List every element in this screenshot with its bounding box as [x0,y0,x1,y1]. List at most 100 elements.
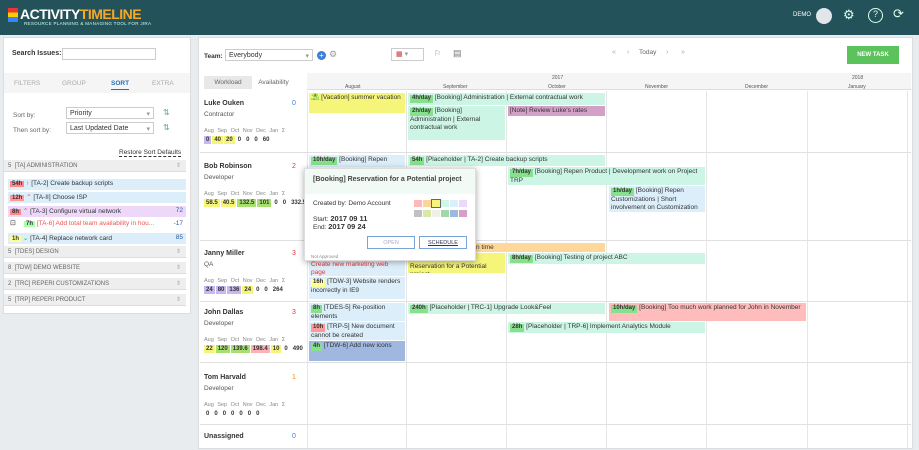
grid-calendar-icon[interactable]: ▤ [453,48,462,58]
color-swatch[interactable] [414,210,422,217]
event-booking[interactable]: 7h/day [Booking] Repen Product | Develop… [508,167,705,185]
refresh-icon[interactable]: ⟳ [893,6,904,21]
color-swatch[interactable] [441,210,449,217]
schedule-button[interactable]: SCHEDULE [419,236,467,249]
summary-month-header: Aug Sep Oct Nov Dec Jan Σ [204,191,286,197]
event-issue[interactable]: 8h [TDES-5] Re-position elements [309,303,405,321]
person-role: Developer [204,174,234,181]
person-name[interactable]: Unassigned [204,433,244,440]
person-name[interactable]: Bob Robinson [204,163,252,170]
summary-month-header: Aug Sep Oct Nov Dec Jan Σ [204,402,286,408]
month-hours: 0 [237,137,242,143]
month-hours: 139.6 [230,345,250,353]
group-header[interactable]: 5 [TA] ADMINISTRATION ⇕ [4,160,186,172]
event-vacation[interactable]: ⛱ [Vacation] summer vacation [309,93,405,113]
user-name[interactable]: DEMO [793,12,811,18]
event-booking[interactable]: 2h/day [Booking] Administration | Extern… [408,106,505,140]
sort-direction-icon[interactable]: ⇅ [163,108,170,117]
event-booking[interactable]: n time [408,243,605,252]
event-booking[interactable]: 4h/day [Booking] Administration | Extern… [408,93,605,105]
avatar[interactable] [816,8,832,24]
person-issue-count[interactable]: 1 [292,374,296,381]
issue-item[interactable]: 8h ⌃ [TA-3] Configure virtual network 72 [8,206,186,217]
person-name[interactable]: Janny Miller [204,250,245,257]
nav-first-icon[interactable]: « [612,49,616,56]
color-swatch[interactable] [414,200,422,207]
person-issue-count[interactable]: 3 [292,250,296,257]
event-booking[interactable]: 10h/day [Booking] Too much work planned … [609,303,806,321]
month-label: September [443,84,468,90]
event-booking[interactable]: 8h/day [Booking] Testing of project ABC [508,253,705,264]
search-label: Search Issues: [12,50,62,57]
nav-prev-icon[interactable]: ‹ [627,49,630,56]
issue-item[interactable]: 12h ⌃ [TA-II] Choose ISP [8,192,186,203]
person-name[interactable]: John Dallas [204,309,244,316]
color-swatch[interactable] [431,199,441,208]
sort-by-select[interactable]: Priority ▾ [66,107,154,119]
app-header: ACTIVITYTIMELINE RESOURCE PLANNING & MAN… [0,0,919,35]
month-hours: 198.4 [250,345,270,353]
event-issue[interactable]: 10h [TRP-5] New document cannot be creat… [309,322,405,340]
help-icon[interactable]: ? [868,8,883,23]
color-swatch[interactable] [450,210,458,217]
calendar-dropdown[interactable]: ▦ ▾ [391,48,424,61]
person-name[interactable]: Luke Ouken [204,100,245,107]
flag-icon[interactable]: ⚐ [434,49,442,58]
person-name[interactable]: Tom Harvald [204,374,246,381]
settings-icon[interactable]: ⚙ [329,49,338,59]
event-placeholder[interactable]: 28h [Placeholder | TRP-6] Implement Anal… [508,322,705,333]
summary-values: 24 80 136 24 0 0 264 [204,286,285,294]
event-booking[interactable]: 10h/day [Booking] Repen [309,155,405,167]
color-swatch[interactable] [459,210,467,217]
tab-group[interactable]: GROUP [62,80,86,87]
gear-icon[interactable]: ⚙ [843,7,855,22]
event-issue[interactable]: 16h [TDW-3] Website renders incorrectly … [309,277,405,299]
group-header[interactable]: 5 [TRP] REPERI PRODUCT ⇕ [4,294,186,306]
nav-last-icon[interactable]: » [681,49,685,56]
tab-sort[interactable]: SORT [111,80,130,90]
restore-sort-defaults-link[interactable]: Restore Sort Defaults [119,149,182,157]
event-booking[interactable]: 1h/day [Booking] Repen Customizations | … [609,186,705,212]
add-team-icon[interactable]: + [317,51,326,60]
summary-values: 58.5 40.5 132.5 101 0 0 332.5 [204,199,308,207]
tab-filters[interactable]: FILTERS [14,80,41,87]
today-button[interactable]: Today [639,49,657,56]
color-swatch[interactable] [423,210,431,217]
then-sort-direction-icon[interactable]: ⇅ [163,123,170,132]
color-swatch[interactable] [441,200,449,207]
new-task-button[interactable]: NEW TASK [847,46,899,64]
nav-next-icon[interactable]: › [666,49,669,56]
issue-item[interactable]: 54h ↑ [TA-2] Create backup scripts [8,179,186,190]
team-select[interactable]: Everybody ▾ [225,49,313,61]
color-swatch[interactable] [459,200,467,207]
group-header[interactable]: 2 [TRC] REPERI CUSTOMIZATIONS ⇕ [4,278,186,290]
color-swatch[interactable] [432,210,440,217]
group-header[interactable]: 5 [TDES] DESIGN ⇕ [4,246,186,258]
search-input[interactable] [62,48,156,60]
issue-item[interactable]: 7h [TA-6] Add total team availability in… [22,219,186,230]
event-issue[interactable]: 4h [TDW-6] Add new icons [309,341,405,361]
color-swatch[interactable] [450,200,458,207]
person-issue-count[interactable]: 0 [292,100,296,107]
person-issue-count[interactable]: 0 [292,433,296,440]
tab-extra[interactable]: EXTRA [152,80,174,87]
row-divider [200,301,911,302]
event-placeholder[interactable]: 240h [Placeholder | TRC-1] Upgrade Look&… [408,303,605,314]
event-placeholder[interactable]: 54h [Placeholder | TA-2] Create backup s… [408,155,605,166]
month-hours: 136 [227,286,242,294]
tab-workload[interactable]: Workload [204,76,252,89]
expand-icon[interactable]: ⊡ [10,220,16,227]
color-swatch[interactable] [423,200,431,207]
timeline-header [307,73,911,90]
person-issue-count[interactable]: 2 [292,163,296,170]
event-note[interactable]: [Note] Review Luke's rates [508,106,605,116]
person-issue-count[interactable]: 3 [292,309,296,316]
group-header[interactable]: 8 [TDW] DEMO WEBSITE ⇕ [4,262,186,274]
month-hours: 0 [274,200,278,206]
summary-values: 22 120 139.6 198.4 10 0 490 [204,345,305,353]
open-button[interactable]: OPEN [367,236,415,249]
issue-item[interactable]: 1h ⌄ [TA-4] Replace network card 85 [8,233,186,244]
then-sort-by-select[interactable]: Last Updated Date ▾ [66,122,154,134]
tab-availability[interactable]: Availability [258,79,289,86]
team-label: Team: [204,53,223,60]
